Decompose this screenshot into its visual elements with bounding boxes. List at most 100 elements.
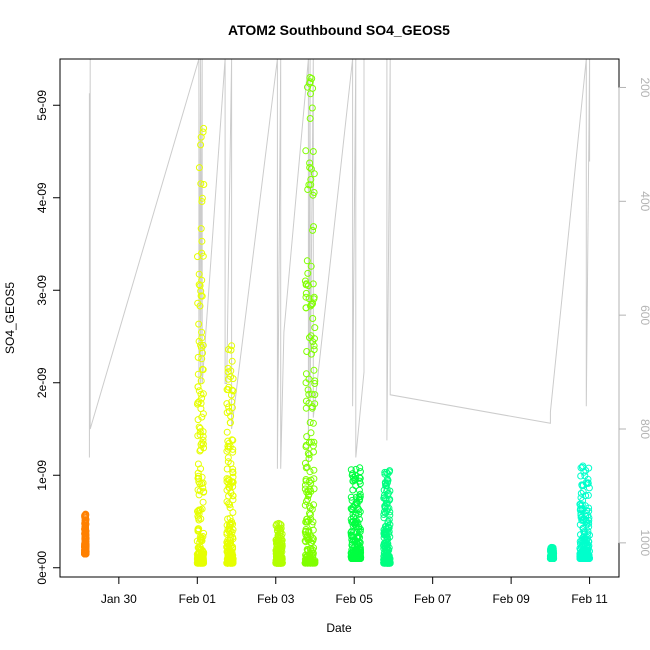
data-point xyxy=(197,441,205,448)
right-tick-label: 400 xyxy=(638,191,650,211)
data-point xyxy=(195,475,203,483)
data-point xyxy=(576,555,584,562)
data-point xyxy=(584,491,592,499)
data-point xyxy=(199,440,207,448)
data-point xyxy=(200,181,208,188)
data-point xyxy=(225,480,233,488)
data-point xyxy=(196,424,204,432)
data-point xyxy=(308,75,316,82)
data-point xyxy=(310,223,317,231)
data-point xyxy=(199,554,207,562)
data-point xyxy=(352,482,360,490)
data-point xyxy=(303,433,311,441)
data-point xyxy=(356,464,364,472)
data-point xyxy=(347,531,355,539)
data-point xyxy=(305,451,313,459)
data-point xyxy=(195,478,203,486)
data-point xyxy=(349,503,357,511)
data-point xyxy=(197,377,205,385)
data-point xyxy=(584,475,592,483)
data-point xyxy=(311,377,319,385)
data-point xyxy=(193,537,201,545)
data-point xyxy=(194,383,202,391)
data-point xyxy=(585,507,593,515)
data-point xyxy=(349,486,357,494)
data-point xyxy=(194,512,202,520)
data-point xyxy=(306,78,314,86)
series-group xyxy=(546,543,558,562)
y-tick-label: 2e-09 xyxy=(35,367,49,398)
data-point xyxy=(310,295,318,303)
data-point xyxy=(229,492,237,500)
data-point xyxy=(303,518,311,526)
x-tick-label: Feb 05 xyxy=(336,592,374,606)
data-point xyxy=(356,490,364,498)
data-point xyxy=(197,545,205,553)
data-point xyxy=(382,495,390,503)
data-point xyxy=(309,280,317,288)
data-point xyxy=(302,464,310,472)
data-point xyxy=(304,495,312,503)
data-point xyxy=(384,559,392,567)
data-point xyxy=(386,508,394,516)
series-group xyxy=(576,462,593,562)
data-point xyxy=(381,543,389,550)
data-point xyxy=(308,390,316,398)
data-point xyxy=(306,334,313,342)
data-point xyxy=(385,468,393,476)
data-point xyxy=(198,276,206,284)
data-point xyxy=(224,375,232,383)
data-point xyxy=(309,526,317,534)
data-point xyxy=(227,519,235,527)
data-point xyxy=(224,540,231,548)
data-point xyxy=(223,409,231,417)
data-point xyxy=(199,436,207,444)
data-point xyxy=(198,249,206,257)
data-point xyxy=(227,367,235,375)
data-point xyxy=(304,186,312,193)
data-point xyxy=(305,527,313,535)
data-point xyxy=(305,454,313,462)
data-point xyxy=(277,528,284,536)
data-point xyxy=(229,478,237,486)
data-point xyxy=(197,141,205,149)
data-point xyxy=(356,539,364,547)
data-point xyxy=(309,84,317,92)
data-point xyxy=(586,531,593,539)
data-point xyxy=(310,501,318,509)
data-point xyxy=(306,164,314,171)
data-point xyxy=(194,370,202,378)
data-point xyxy=(307,476,315,484)
data-point xyxy=(197,399,205,407)
series-group xyxy=(347,464,365,562)
plot-frame xyxy=(59,58,620,578)
data-point xyxy=(197,225,205,233)
data-point xyxy=(194,432,202,440)
data-point xyxy=(228,552,236,559)
data-point xyxy=(355,486,363,494)
data-point xyxy=(195,320,203,328)
data-point xyxy=(577,489,585,497)
data-point xyxy=(582,492,590,500)
data-point xyxy=(229,555,237,563)
data-point xyxy=(380,514,388,522)
data-point xyxy=(349,522,357,530)
data-point xyxy=(81,536,89,544)
data-point xyxy=(305,295,313,303)
right-tick-label: 200 xyxy=(638,77,650,97)
data-point xyxy=(302,147,310,155)
data-point xyxy=(309,551,317,559)
data-point xyxy=(275,559,283,567)
data-point xyxy=(308,104,316,112)
data-point xyxy=(582,512,590,520)
data-point xyxy=(381,559,389,567)
pressure-profile xyxy=(88,58,591,469)
data-point xyxy=(585,484,593,492)
data-point xyxy=(386,555,394,562)
right-tick-label: 1000 xyxy=(638,529,650,556)
data-point xyxy=(302,527,310,535)
data-point xyxy=(309,226,317,234)
data-point xyxy=(577,472,585,480)
data-point xyxy=(81,532,89,540)
